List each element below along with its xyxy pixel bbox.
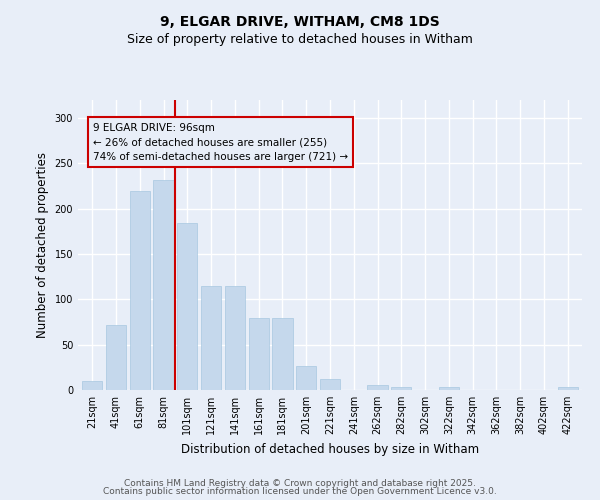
Bar — [391, 388, 412, 390]
X-axis label: Distribution of detached houses by size in Witham: Distribution of detached houses by size … — [181, 442, 479, 456]
Text: Contains public sector information licensed under the Open Government Licence v3: Contains public sector information licen… — [103, 487, 497, 496]
Bar — [272, 318, 293, 390]
Bar — [439, 388, 459, 390]
Text: 9, ELGAR DRIVE, WITHAM, CM8 1DS: 9, ELGAR DRIVE, WITHAM, CM8 1DS — [160, 15, 440, 29]
Text: Size of property relative to detached houses in Witham: Size of property relative to detached ho… — [127, 32, 473, 46]
Bar — [367, 384, 388, 390]
Bar — [320, 379, 340, 390]
Y-axis label: Number of detached properties: Number of detached properties — [36, 152, 49, 338]
Bar — [248, 318, 269, 390]
Bar — [177, 223, 197, 390]
Bar — [201, 286, 221, 390]
Bar — [557, 388, 578, 390]
Bar — [225, 286, 245, 390]
Bar — [130, 190, 150, 390]
Text: Contains HM Land Registry data © Crown copyright and database right 2025.: Contains HM Land Registry data © Crown c… — [124, 478, 476, 488]
Text: 9 ELGAR DRIVE: 96sqm
← 26% of detached houses are smaller (255)
74% of semi-deta: 9 ELGAR DRIVE: 96sqm ← 26% of detached h… — [93, 122, 348, 162]
Bar — [154, 180, 173, 390]
Bar — [82, 381, 103, 390]
Bar — [296, 366, 316, 390]
Bar — [106, 325, 126, 390]
